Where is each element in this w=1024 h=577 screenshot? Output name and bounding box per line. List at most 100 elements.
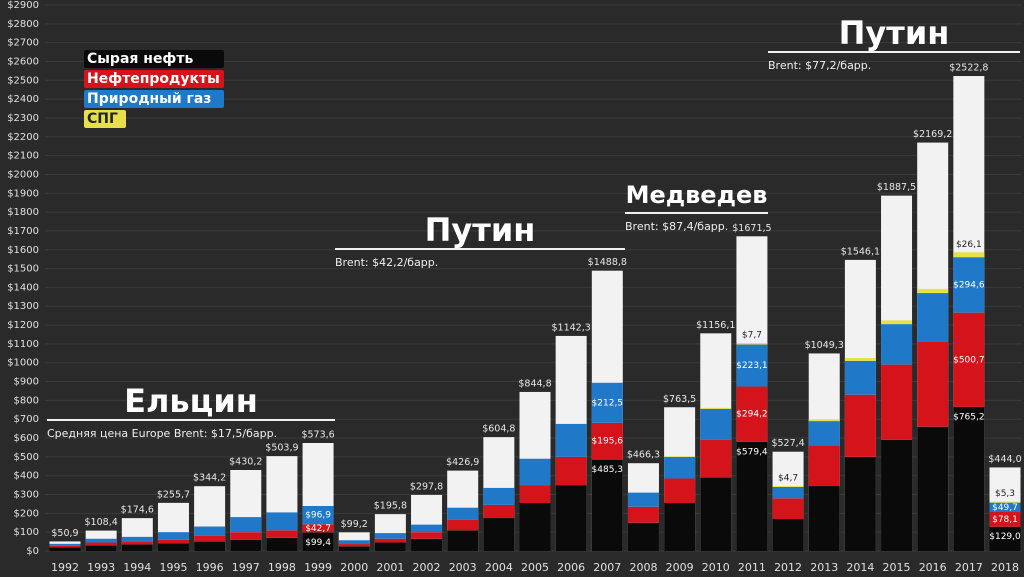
segment-label: $500,7: [953, 355, 985, 365]
total-label: $344,2: [193, 473, 226, 484]
segment: [483, 504, 515, 519]
segment: [483, 487, 515, 505]
segment: [953, 312, 985, 407]
segment: [194, 526, 226, 536]
segment: [374, 533, 406, 539]
segment: [591, 422, 623, 460]
y-tick-label: $1300: [7, 301, 39, 312]
y-tick-label: $2600: [7, 56, 39, 67]
segment: [447, 519, 479, 531]
total-label: $1671,5: [732, 223, 771, 234]
segment: [881, 324, 913, 365]
annotation-text: Brent: $77,2/барр.: [768, 59, 871, 72]
segment: [49, 547, 81, 551]
segment: [519, 502, 551, 551]
x-tick-label: 1992: [51, 561, 79, 574]
segment: [447, 507, 479, 520]
segment: [230, 517, 262, 533]
x-tick-label: 1993: [87, 561, 115, 574]
segment: [881, 320, 913, 325]
total-label: $50,9: [51, 528, 78, 539]
x-tick-label: 1996: [196, 561, 224, 574]
segment: [338, 546, 370, 551]
y-tick-label: $900: [14, 377, 39, 388]
y-tick-label: $1400: [7, 282, 39, 293]
total-label: $297,8: [410, 481, 443, 492]
segment: [302, 532, 334, 551]
segment: [627, 522, 659, 551]
segment: [49, 545, 81, 548]
y-tick-label: $800: [14, 395, 39, 406]
y-tick-label: $1100: [7, 339, 39, 350]
total-label: $527,4: [771, 438, 804, 449]
legend-swatch: [84, 50, 224, 68]
segment: [953, 406, 985, 551]
x-tick-label: 2018: [991, 561, 1019, 574]
segment: [953, 252, 985, 258]
x-tick-label: 2006: [557, 561, 585, 574]
segment-label: $42,7: [305, 524, 331, 534]
segment: [374, 542, 406, 551]
segment: [338, 544, 370, 547]
y-tick-label: $700: [14, 414, 39, 425]
segment: [664, 456, 696, 457]
x-tick-label: 1997: [232, 561, 260, 574]
segment: [627, 506, 659, 523]
legend-swatch: [84, 90, 224, 108]
total-label: $108,4: [85, 517, 118, 528]
segment: [989, 512, 1021, 527]
total-label: $1887,5: [877, 182, 916, 193]
segment: [772, 486, 804, 499]
segment: [736, 343, 768, 345]
segment: [664, 478, 696, 503]
segment: [157, 539, 189, 544]
y-tick-label: $2800: [7, 19, 39, 30]
total-label: $430,2: [229, 457, 262, 468]
y-tick-label: $1500: [7, 264, 39, 275]
segment: [736, 386, 768, 442]
total-label: $195,8: [374, 501, 407, 512]
segment: [411, 524, 443, 533]
segment: [266, 537, 298, 551]
segment: [591, 459, 623, 551]
segment: [555, 485, 587, 551]
segment: [808, 486, 840, 551]
y-tick-label: $1700: [7, 226, 39, 237]
annotation-title: Путин: [425, 211, 536, 249]
y-tick-label: $2000: [7, 169, 39, 180]
total-label: $174,6: [121, 505, 154, 516]
segment: [881, 364, 913, 440]
segment: [483, 518, 515, 551]
segment-label: $294,6: [953, 280, 985, 290]
x-tick-label: 1995: [159, 561, 187, 574]
segment-label: $26,1: [956, 240, 982, 250]
segment: [917, 342, 949, 427]
x-tick-label: 2016: [919, 561, 947, 574]
segment: [157, 543, 189, 551]
segment-label: $579,4: [736, 447, 768, 457]
segment-label: $485,3: [592, 465, 624, 475]
y-tick-label: $2400: [7, 94, 39, 105]
segment: [519, 485, 551, 503]
legend-label: СПГ: [87, 111, 118, 127]
segment-label: $78,1: [992, 515, 1018, 525]
total-label: $466,3: [627, 450, 660, 461]
y-tick-label: $2100: [7, 151, 39, 162]
segment: [989, 502, 1021, 513]
annotation-text: Brent: $87,4/барр.: [625, 220, 728, 233]
total-label: $1546,1: [841, 246, 880, 257]
x-tick-label: 2008: [629, 561, 657, 574]
total-label: $844,8: [518, 378, 551, 389]
legend-label: Сырая нефть: [87, 51, 193, 67]
segment-label: $49,7: [992, 503, 1018, 513]
segment-label: $96,9: [305, 511, 331, 521]
segment: [844, 394, 876, 457]
segment: [772, 498, 804, 519]
segment: [121, 541, 153, 545]
segment: [85, 542, 117, 546]
y-tick-label: $1200: [7, 320, 39, 331]
segment: [664, 456, 696, 479]
annotation-title: Путин: [839, 14, 950, 52]
segment: [844, 358, 876, 361]
